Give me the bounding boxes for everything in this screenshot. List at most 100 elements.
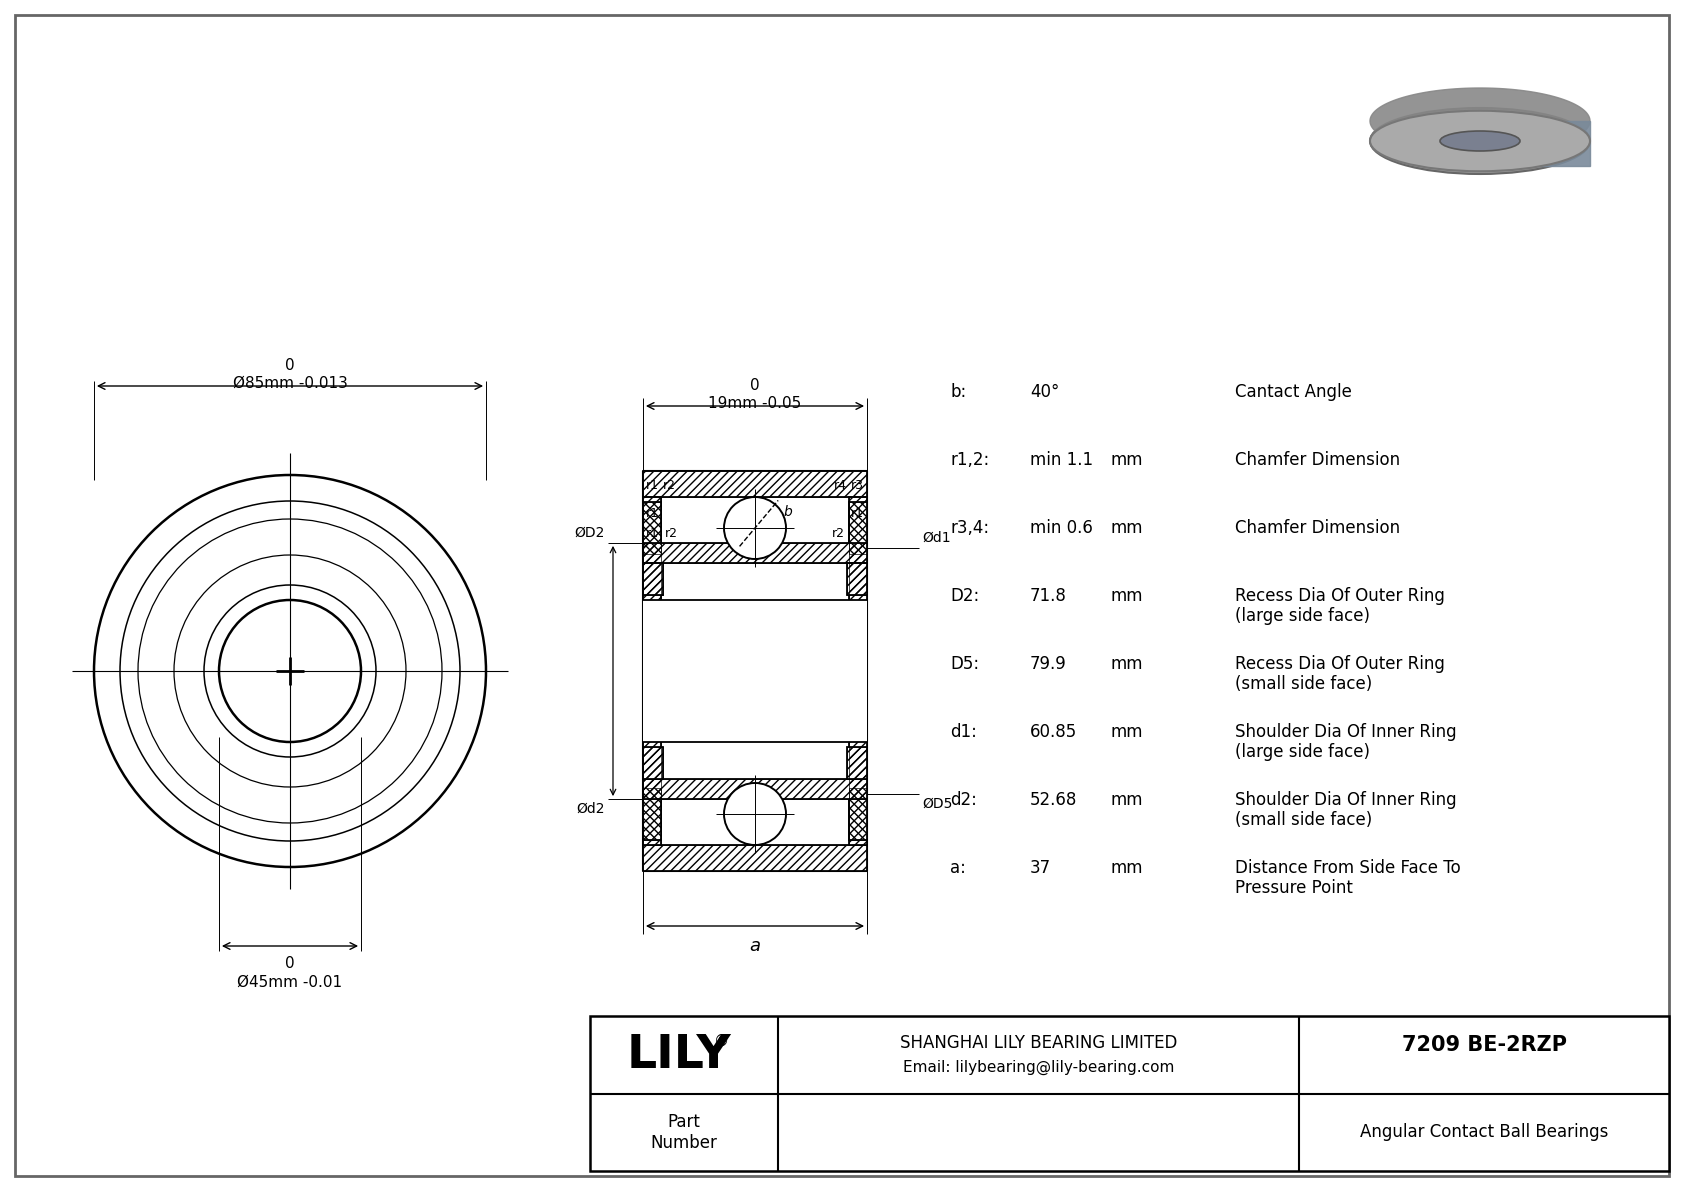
Bar <box>849 497 867 630</box>
Bar <box>847 563 867 596</box>
Text: ØD2: ØD2 <box>574 526 605 540</box>
Text: 37: 37 <box>1031 859 1051 877</box>
Text: d2:: d2: <box>950 791 977 809</box>
Bar <box>643 779 867 799</box>
Ellipse shape <box>1440 131 1521 151</box>
Text: Chamfer Dimension: Chamfer Dimension <box>1234 451 1399 469</box>
Text: 0: 0 <box>749 379 759 393</box>
Bar <box>643 497 662 630</box>
Text: 0: 0 <box>285 956 295 972</box>
Text: mm: mm <box>1110 451 1142 469</box>
Text: r1: r1 <box>850 507 864 520</box>
Text: Ød1: Ød1 <box>923 531 951 545</box>
Text: 19mm -0.05: 19mm -0.05 <box>709 395 802 411</box>
Bar <box>643 470 867 497</box>
Text: r2: r2 <box>665 526 679 540</box>
Bar <box>643 470 867 497</box>
Bar <box>643 543 867 563</box>
Text: Distance From Side Face To: Distance From Side Face To <box>1234 859 1460 877</box>
Bar <box>849 501 867 554</box>
Circle shape <box>724 497 786 559</box>
Text: Angular Contact Ball Bearings: Angular Contact Ball Bearings <box>1359 1123 1608 1141</box>
Text: Part
Number: Part Number <box>650 1112 717 1152</box>
Bar <box>643 712 662 844</box>
Text: a:: a: <box>950 859 967 877</box>
Text: mm: mm <box>1110 519 1142 537</box>
Text: a: a <box>749 937 761 955</box>
Bar <box>643 747 663 779</box>
Ellipse shape <box>1440 111 1521 131</box>
Text: Shoulder Dia Of Inner Ring: Shoulder Dia Of Inner Ring <box>1234 791 1457 809</box>
Text: Ø45mm -0.01: Ø45mm -0.01 <box>237 974 342 990</box>
Text: 0: 0 <box>285 358 295 374</box>
Bar <box>849 712 867 844</box>
Bar <box>849 712 867 844</box>
Text: Shoulder Dia Of Inner Ring: Shoulder Dia Of Inner Ring <box>1234 723 1457 741</box>
Text: r2: r2 <box>832 526 845 540</box>
Bar <box>643 600 867 742</box>
Text: r2: r2 <box>663 479 675 492</box>
Bar <box>643 788 662 840</box>
Text: r1,2:: r1,2: <box>950 451 989 469</box>
Text: r3,4:: r3,4: <box>950 519 989 537</box>
Polygon shape <box>1480 121 1590 166</box>
Text: mm: mm <box>1110 587 1142 605</box>
Text: ®: ® <box>714 1034 729 1049</box>
Bar <box>589 1016 1669 1171</box>
Text: b: b <box>783 505 791 519</box>
Text: mm: mm <box>1110 859 1142 877</box>
Text: b:: b: <box>950 384 967 401</box>
Text: D5:: D5: <box>950 655 978 673</box>
Text: r4: r4 <box>834 479 847 492</box>
Text: r1: r1 <box>647 526 658 540</box>
Text: d1:: d1: <box>950 723 977 741</box>
Text: 60.85: 60.85 <box>1031 723 1078 741</box>
Bar <box>847 563 867 596</box>
Bar <box>643 563 663 596</box>
Text: D2:: D2: <box>950 587 980 605</box>
Bar <box>849 788 867 840</box>
Text: r1: r1 <box>647 479 658 492</box>
Text: Chamfer Dimension: Chamfer Dimension <box>1234 519 1399 537</box>
Text: mm: mm <box>1110 655 1142 673</box>
Bar <box>643 501 662 554</box>
Bar <box>643 844 867 871</box>
Bar <box>643 788 662 840</box>
Text: min 0.6: min 0.6 <box>1031 519 1093 537</box>
Text: 7209 BE-2RZP: 7209 BE-2RZP <box>1401 1035 1566 1055</box>
Bar <box>847 747 867 779</box>
Text: (small side face): (small side face) <box>1234 675 1372 693</box>
Bar <box>847 747 867 779</box>
Bar <box>643 747 663 779</box>
Bar <box>643 712 662 844</box>
Circle shape <box>724 782 786 844</box>
Text: Ø85mm -0.013: Ø85mm -0.013 <box>232 375 347 391</box>
Text: mm: mm <box>1110 791 1142 809</box>
Text: 71.8: 71.8 <box>1031 587 1068 605</box>
Bar <box>643 543 867 563</box>
Text: r3: r3 <box>850 479 864 492</box>
Bar <box>643 563 663 596</box>
Text: LILY: LILY <box>626 1033 731 1078</box>
Bar <box>643 844 867 871</box>
Text: 52.68: 52.68 <box>1031 791 1078 809</box>
Text: min 1.1: min 1.1 <box>1031 451 1093 469</box>
Text: SHANGHAI LILY BEARING LIMITED: SHANGHAI LILY BEARING LIMITED <box>899 1034 1177 1053</box>
Text: Cantact Angle: Cantact Angle <box>1234 384 1352 401</box>
Text: Pressure Point: Pressure Point <box>1234 879 1352 897</box>
Text: r1: r1 <box>647 507 658 520</box>
Polygon shape <box>1371 88 1590 154</box>
Text: mm: mm <box>1110 723 1142 741</box>
Ellipse shape <box>1371 108 1590 174</box>
Text: (large side face): (large side face) <box>1234 743 1371 761</box>
Bar <box>643 497 662 630</box>
Text: Ød2: Ød2 <box>576 802 605 816</box>
Text: Recess Dia Of Outer Ring: Recess Dia Of Outer Ring <box>1234 655 1445 673</box>
Bar <box>849 497 867 630</box>
Ellipse shape <box>1371 111 1590 172</box>
Text: (large side face): (large side face) <box>1234 607 1371 625</box>
Bar <box>849 788 867 840</box>
Text: ØD5: ØD5 <box>923 797 953 811</box>
Bar <box>849 501 867 554</box>
Text: 40°: 40° <box>1031 384 1059 401</box>
